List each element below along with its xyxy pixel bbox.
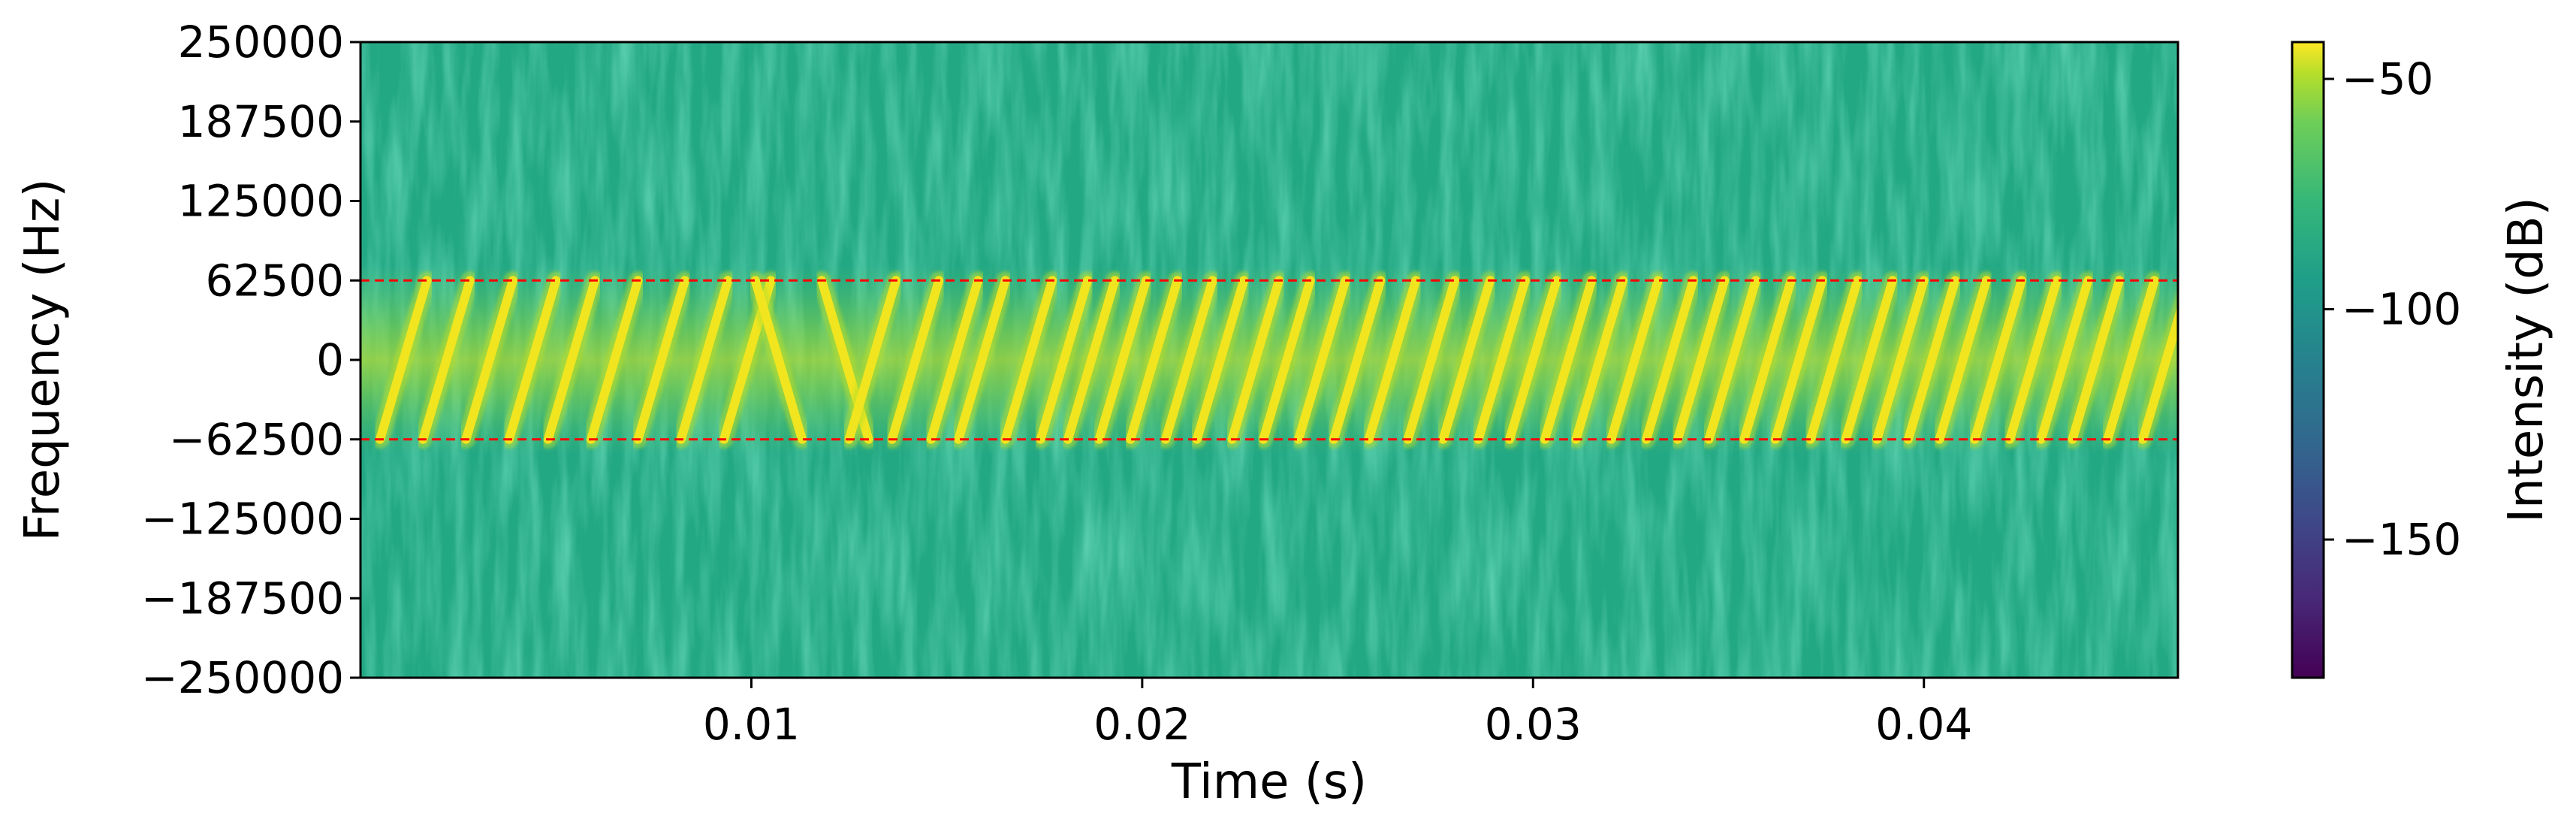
chirp-sweep bbox=[1571, 276, 1627, 444]
chirp-sweep bbox=[1192, 276, 1249, 444]
chirp-sweep bbox=[1000, 276, 1057, 444]
chirp-sweep bbox=[2005, 276, 2062, 444]
plot-area bbox=[360, 42, 2178, 678]
chirp-sweep bbox=[543, 276, 600, 444]
chirp-sweep bbox=[1227, 276, 1284, 444]
chirp-sweep bbox=[1403, 276, 1460, 444]
chirp-sweep bbox=[844, 276, 900, 444]
chirp-sweep bbox=[461, 276, 517, 444]
chirp-sweep bbox=[1642, 276, 1698, 444]
chirp-sweep bbox=[1161, 276, 1217, 444]
y-tick-label: 187500 bbox=[178, 96, 344, 147]
colorbar-label: Intensity (dB) bbox=[2499, 197, 2554, 522]
chirp-sweep bbox=[1606, 276, 1663, 444]
chirp-sweep bbox=[376, 276, 432, 444]
chirp-sweep bbox=[1063, 276, 1120, 444]
chirp-sweep bbox=[1294, 276, 1350, 444]
chirp-sweep bbox=[926, 276, 983, 444]
chirp-sweep bbox=[1903, 276, 1960, 444]
colorbar-tick-label: −50 bbox=[2342, 53, 2433, 104]
chirp-sweep bbox=[676, 276, 733, 444]
x-tick-label: 0.01 bbox=[703, 699, 800, 750]
chirp-sweep bbox=[2103, 276, 2159, 444]
chirp-sweep bbox=[633, 276, 689, 444]
x-axis-ticks: 0.01 0.02 0.03 0.04 bbox=[703, 678, 1972, 750]
chirp-sweep bbox=[587, 276, 643, 444]
chirp-sweep bbox=[750, 276, 807, 444]
chirp-sweep bbox=[1505, 276, 1561, 444]
y-axis-ticks: 250000 187500 125000 62500 0 −62500 −125000 −18… bbox=[141, 17, 360, 703]
chirp-sweep bbox=[1364, 276, 1421, 444]
chirp-sweep bbox=[1259, 276, 1315, 444]
colorbar-tick-label: −100 bbox=[2342, 284, 2461, 335]
chirp-sweep bbox=[1673, 276, 1730, 444]
y-tick-label: −250000 bbox=[141, 652, 344, 703]
chirp-sweeps bbox=[371, 271, 2178, 449]
chirp-sweep bbox=[504, 276, 561, 444]
chirp-sweep bbox=[2036, 276, 2093, 444]
colorbar-tick-label: −150 bbox=[2342, 514, 2461, 565]
chirp-sweep bbox=[418, 276, 475, 444]
chirp-sweep bbox=[1704, 276, 1760, 444]
y-axis-label: Frequency (Hz) bbox=[15, 179, 71, 542]
chirp-sweep bbox=[1474, 276, 1530, 444]
y-tick-label: 0 bbox=[316, 334, 344, 385]
chirp-sweep bbox=[1841, 276, 1898, 444]
y-tick-label: 62500 bbox=[205, 255, 344, 306]
chirp-sweep bbox=[887, 276, 944, 444]
chirp-sweep bbox=[1540, 276, 1597, 444]
x-tick-label: 0.03 bbox=[1485, 699, 1582, 750]
colorbar bbox=[2291, 41, 2325, 679]
y-tick-label: −187500 bbox=[141, 573, 344, 624]
colorbar-ticks: −50 −100 −150 bbox=[2324, 53, 2461, 565]
chirp-sweep bbox=[1036, 276, 1092, 444]
y-tick-label: −62500 bbox=[169, 414, 344, 465]
reference-lines bbox=[360, 279, 2178, 441]
y-tick-label: 250000 bbox=[178, 17, 344, 68]
chirp-sweep bbox=[1770, 276, 1827, 444]
chirp-sweep bbox=[954, 276, 1010, 444]
chirp-sweep bbox=[1739, 276, 1796, 444]
chirp-sweep bbox=[2068, 276, 2124, 444]
chirp-sweep bbox=[2138, 304, 2178, 444]
chirp-sweep bbox=[1935, 276, 1991, 444]
y-tick-label: 125000 bbox=[178, 176, 344, 227]
x-tick-label: 0.02 bbox=[1093, 699, 1190, 750]
chirp-sweep bbox=[1126, 276, 1182, 444]
chirp-sweep bbox=[1805, 276, 1863, 444]
chirp-sweep bbox=[1329, 276, 1386, 444]
x-axis-label: Time (s) bbox=[1171, 754, 1367, 810]
y-tick-label: −125000 bbox=[141, 494, 344, 545]
chirp-sweep bbox=[1970, 276, 2026, 444]
x-tick-label: 0.04 bbox=[1875, 699, 1972, 750]
chirp-sweep bbox=[1094, 276, 1151, 444]
chirp-sweep bbox=[1872, 276, 1929, 444]
chirp-sweep bbox=[1438, 276, 1495, 444]
